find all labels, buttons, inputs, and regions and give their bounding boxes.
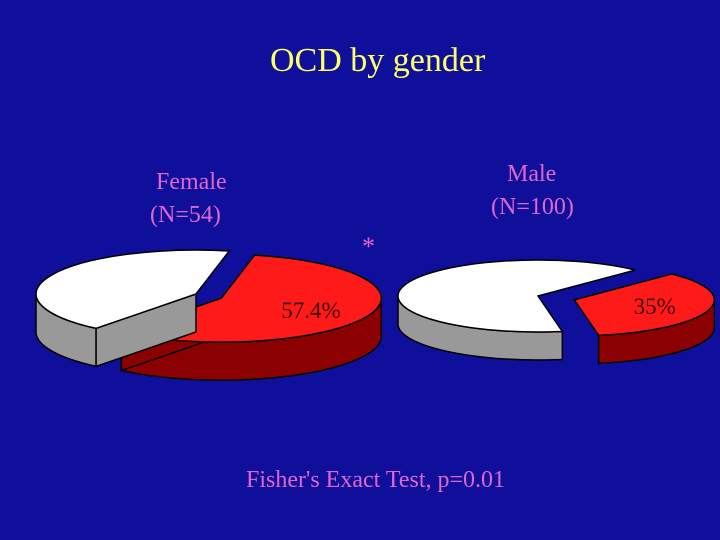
chart-title: OCD by gender [270, 42, 486, 79]
female-pie-label: Female [156, 169, 227, 195]
pie-slice-label: 35% [634, 294, 676, 319]
female-pie-n: (N=54) [150, 202, 221, 228]
male-pie-n: (N=100) [491, 194, 574, 220]
pie-slice-label: 57.4% [281, 298, 340, 323]
pie-female: 57.4% [35, 249, 383, 381]
pie-slice [397, 259, 636, 361]
male-pie-label: Male [507, 161, 557, 187]
pie-slice [35, 249, 231, 368]
pie-male: 35% [397, 259, 716, 365]
statistical-test-annotation: Fisher's Exact Test, p=0.01 [246, 467, 506, 493]
pie-slice: 35% [573, 273, 716, 365]
significance-marker: * [362, 232, 375, 261]
